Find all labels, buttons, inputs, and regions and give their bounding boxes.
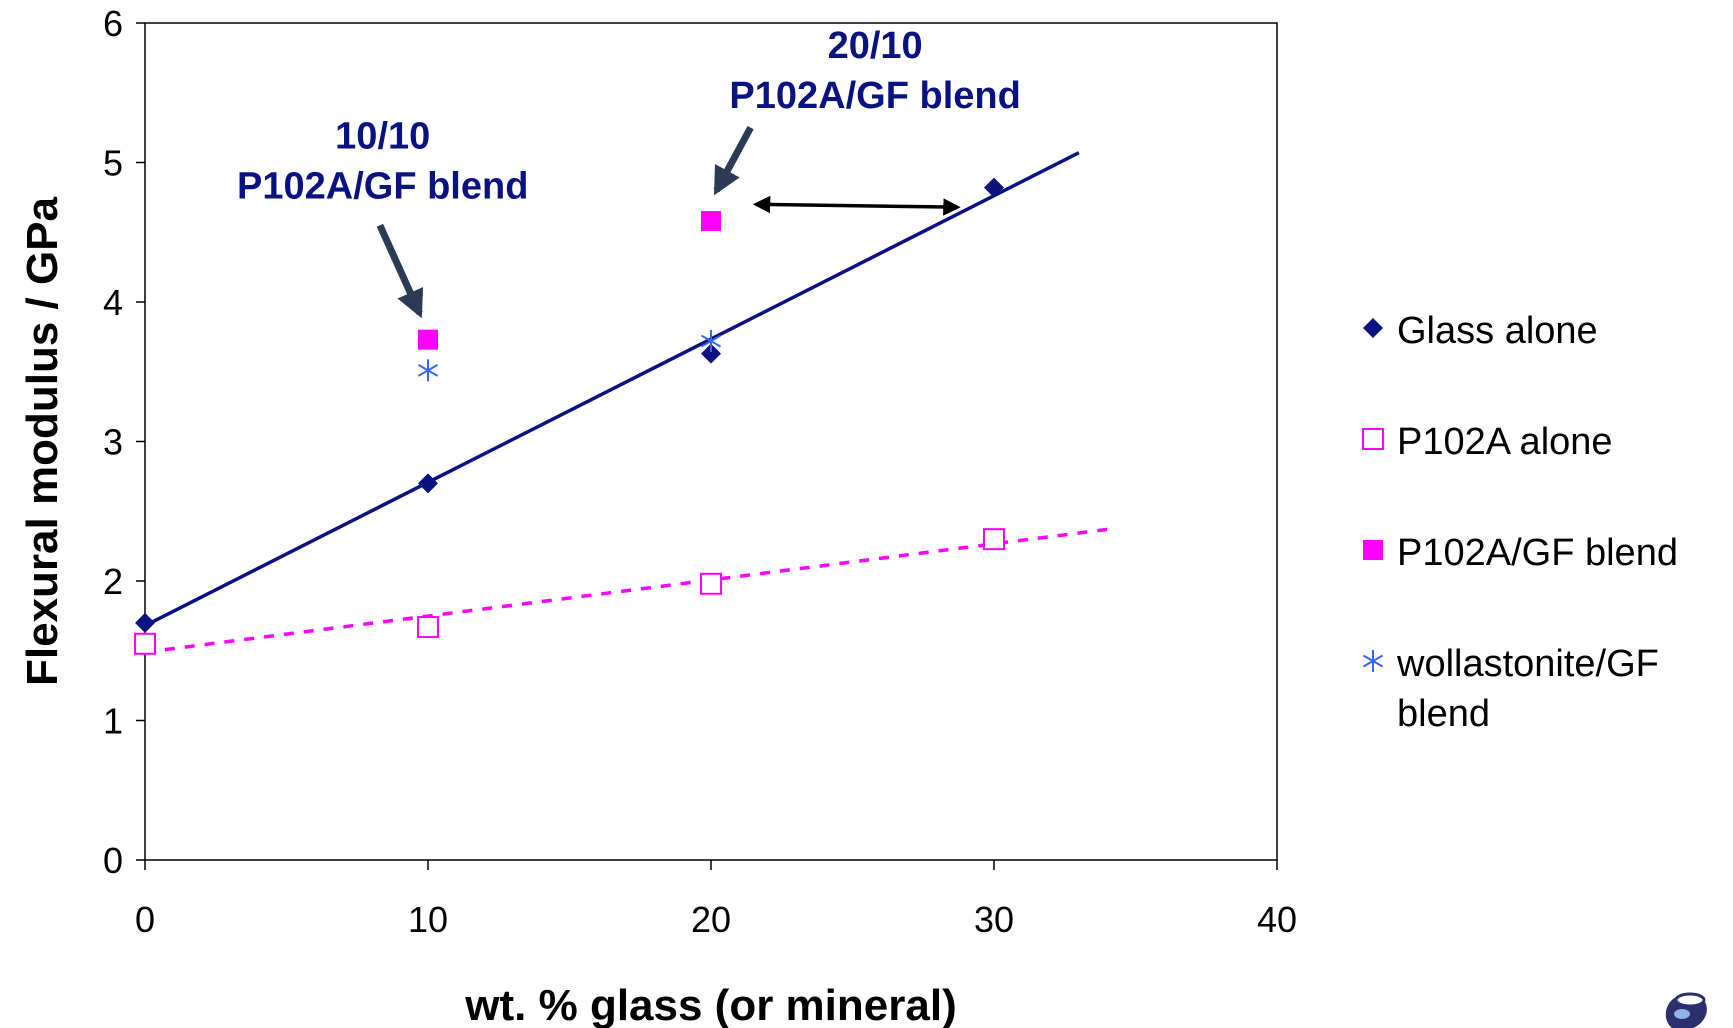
trendline-1 bbox=[144, 527, 1108, 654]
data-point-series-0 bbox=[418, 473, 438, 494]
annotation-label: P102A/GF blend bbox=[729, 75, 1020, 117]
y-axis-title: Flexural modulus / GPa bbox=[18, 196, 67, 686]
data-point-series-1 bbox=[134, 632, 156, 655]
legend-label-0: Glass alone bbox=[1397, 310, 1598, 352]
annotation-label: 10/10 bbox=[335, 116, 430, 158]
legend-marker-3 bbox=[1362, 650, 1384, 672]
trendline-0 bbox=[144, 151, 1080, 628]
legend-label-3: wollastonite/GF blend bbox=[1396, 643, 1659, 735]
data-point-series-0 bbox=[135, 612, 155, 633]
axes: 0 1 2 3 4 5 6 0 10 20 30 40 wt. % glass (or mineral)… bbox=[18, 3, 1297, 1028]
y-tick-label: 2 bbox=[103, 561, 123, 602]
data-point-series-1 bbox=[700, 572, 722, 595]
data-point-series-1 bbox=[417, 616, 439, 639]
annotations: 10/10 P102A/GF blend 20/10 P102A/GF blend bbox=[237, 25, 1021, 319]
legend-label-2: P102A/GF blend bbox=[1397, 532, 1678, 574]
legend: Glass alone P102A alone P102A/GF blend woll… bbox=[1362, 310, 1678, 735]
trendlines bbox=[144, 151, 1108, 654]
annotation-label: P102A/GF blend bbox=[237, 166, 528, 208]
x-axis-title: wt. % glass (or mineral) bbox=[464, 981, 956, 1028]
x-tick-label: 20 bbox=[691, 899, 731, 940]
legend-marker-2 bbox=[1363, 540, 1383, 560]
plot-frame bbox=[144, 22, 1278, 861]
x-tick-label: 0 bbox=[135, 899, 155, 940]
data-point-series-0 bbox=[984, 177, 1004, 198]
legend-marker-1 bbox=[1362, 428, 1384, 450]
data-point-series-1 bbox=[983, 528, 1005, 551]
annotation-arrow bbox=[713, 125, 754, 196]
y-tick-label: 0 bbox=[103, 840, 123, 881]
x-tick-label: 40 bbox=[1257, 899, 1297, 940]
data-point-series-3 bbox=[417, 359, 439, 382]
y-tick-label: 3 bbox=[103, 422, 123, 463]
legend-label-1: P102A alone bbox=[1397, 421, 1613, 463]
double-arrow bbox=[752, 195, 961, 216]
annotation-arrow bbox=[376, 223, 424, 319]
data-point-series-2 bbox=[418, 329, 438, 350]
data-point-series-2 bbox=[701, 211, 721, 232]
legend-marker-0 bbox=[1363, 318, 1383, 338]
data-point-series-0 bbox=[701, 343, 721, 364]
y-tick-label: 1 bbox=[103, 701, 123, 742]
x-tick-label: 30 bbox=[974, 899, 1014, 940]
annotation-label: 20/10 bbox=[828, 25, 923, 67]
y-tick-label: 5 bbox=[103, 143, 123, 184]
logo-icon bbox=[1665, 992, 1707, 1028]
data-points bbox=[134, 177, 1005, 655]
data-point-series-3 bbox=[700, 330, 722, 353]
y-tick-label: 6 bbox=[103, 3, 123, 44]
y-tick-label: 4 bbox=[103, 282, 123, 323]
x-tick-label: 10 bbox=[408, 899, 448, 940]
